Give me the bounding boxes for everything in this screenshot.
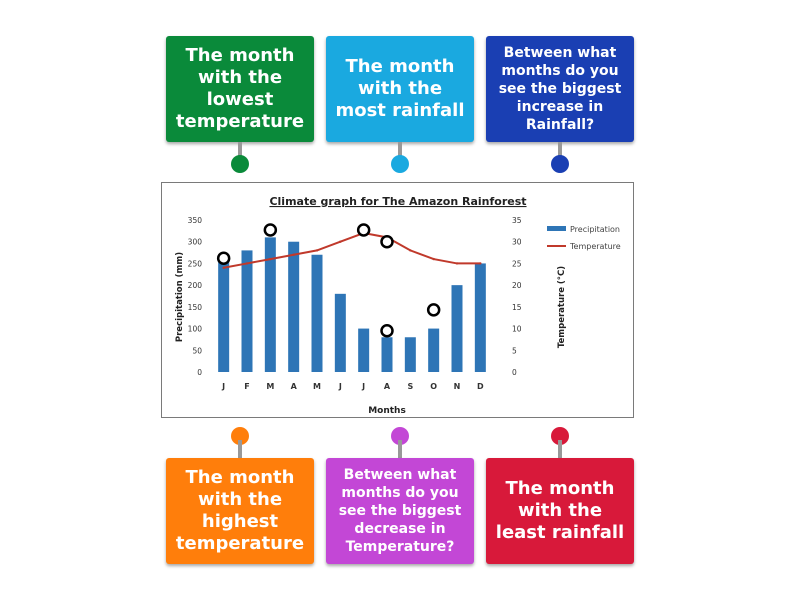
bar-precipitation (474, 263, 486, 372)
x-tick-label: D (477, 382, 484, 391)
point-temperature (222, 266, 225, 269)
chart-title: Climate graph for The Amazon Rainforest (269, 195, 526, 208)
connector-stem (558, 142, 562, 162)
bar-precipitation (404, 337, 416, 372)
x-tick-label: F (244, 382, 249, 391)
y-tick-label: 300 (188, 238, 203, 247)
point-temperature (315, 249, 319, 252)
legend-precip-swatch (547, 226, 566, 231)
y-tick-label: 200 (188, 281, 203, 290)
point-temperature (292, 253, 295, 256)
point-temperature (432, 257, 435, 261)
climate-chart: Climate graph for The Amazon Rainforest … (161, 182, 634, 418)
point-temperature (455, 262, 459, 265)
card-most-rainfall[interactable]: The month with the most rainfall (326, 36, 474, 142)
x-tick-label: J (221, 382, 225, 391)
x-axis-label: Months (368, 406, 406, 416)
answer-marker[interactable] (380, 234, 394, 249)
point-temperature (409, 249, 412, 252)
connector-stem (398, 142, 402, 162)
y2-tick-label: 30 (512, 238, 522, 247)
y-tick-label: 0 (197, 368, 202, 377)
bar-precipitation (358, 328, 370, 372)
bar-precipitation (311, 254, 323, 372)
x-tick-label: J (361, 382, 365, 391)
bar-precipitation (334, 293, 346, 372)
bar-precipitation (288, 241, 300, 372)
card-lowest-temperature[interactable]: The month with the lowest temperature (166, 36, 314, 142)
answer-marker[interactable] (263, 223, 278, 237)
connector-stem (238, 440, 242, 460)
connector-dot-green[interactable] (231, 155, 249, 173)
y-axis-label: Precipitation (mm) (175, 252, 185, 342)
y2-tick-label: 25 (512, 259, 522, 268)
x-tick-label: N (454, 382, 461, 391)
bar-precipitation (451, 285, 463, 372)
connector-stem (238, 142, 242, 162)
point-temperature (339, 240, 342, 243)
y2-tick-label: 35 (512, 216, 522, 225)
card-least-rainfall[interactable]: The month with the least rainfall (486, 458, 634, 564)
connector-stem (558, 440, 562, 460)
y2-tick-label: 0 (512, 368, 517, 377)
bar-precipitation (381, 337, 393, 372)
connector-dot-orange[interactable] (231, 427, 249, 445)
bar-precipitation (264, 237, 276, 372)
bar-precipitation (241, 250, 253, 372)
card-biggest-rain-increase[interactable]: Between what months do you see the bigge… (486, 36, 634, 142)
connector-dot-lightblue[interactable] (391, 155, 409, 173)
y2-tick-label: 5 (512, 346, 517, 355)
connector-stem (398, 440, 402, 460)
x-tick-label: O (430, 382, 437, 391)
x-tick-label: S (407, 382, 413, 391)
bar-precipitation (428, 328, 440, 372)
y2-tick-label: 20 (512, 281, 522, 290)
x-tick-label: A (291, 382, 298, 391)
answer-marker[interactable] (216, 251, 231, 265)
y2-axis-label: Temperature (°C) (557, 266, 567, 348)
x-tick-label: M (313, 382, 321, 391)
card-highest-temperature[interactable]: The month with the highest temperature (166, 458, 314, 564)
legend-precip-label: Precipitation (570, 225, 620, 234)
x-tick-label: A (384, 382, 391, 391)
y-tick-label: 350 (188, 216, 203, 225)
answer-marker[interactable] (380, 323, 394, 338)
card-biggest-temp-decrease[interactable]: Between what months do you see the bigge… (326, 458, 474, 564)
connector-dot-navy[interactable] (551, 155, 569, 173)
y-tick-label: 250 (188, 259, 203, 268)
bar-precipitation (218, 256, 230, 372)
x-tick-label: M (266, 382, 274, 391)
connector-dot-purple[interactable] (391, 427, 409, 445)
y-tick-label: 100 (188, 325, 203, 334)
connector-dot-red[interactable] (551, 427, 569, 445)
y-tick-label: 50 (192, 346, 202, 355)
point-temperature (245, 262, 249, 265)
climate-chart-svg: Climate graph for The Amazon Rainforest … (175, 195, 621, 416)
y2-tick-label: 10 (512, 325, 522, 334)
answer-marker[interactable] (426, 303, 441, 317)
y2-tick-label: 15 (512, 303, 522, 312)
legend-temp-label: Temperature (569, 242, 621, 251)
answer-marker[interactable] (356, 223, 371, 237)
point-temperature (269, 257, 272, 261)
point-temperature (479, 262, 482, 265)
y-tick-label: 150 (188, 303, 203, 312)
line-temperature (223, 231, 481, 269)
x-tick-label: J (338, 382, 342, 391)
